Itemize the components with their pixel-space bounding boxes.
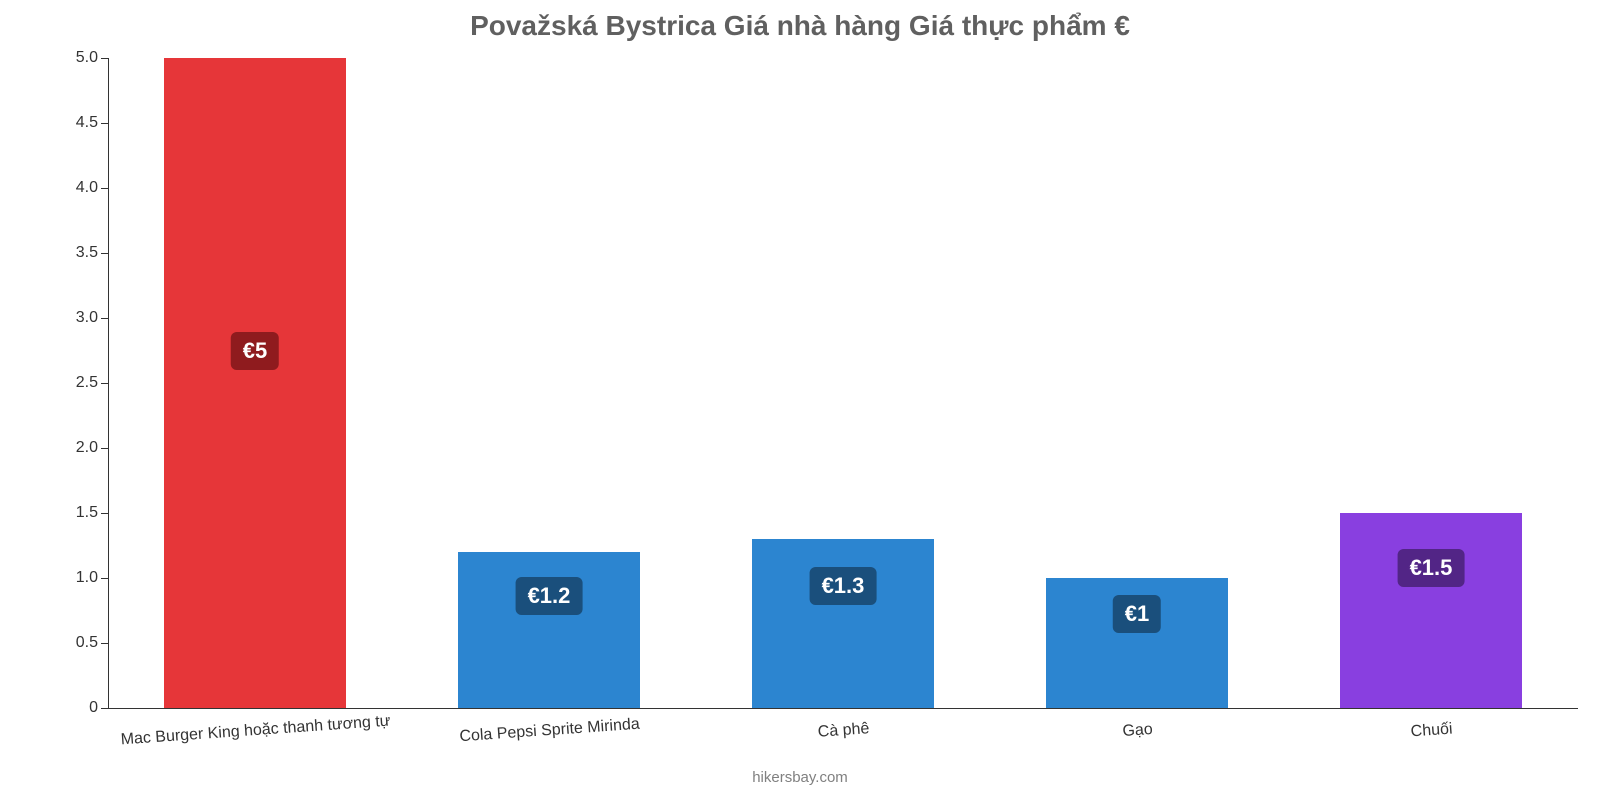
bar: €1.3 bbox=[752, 539, 934, 708]
x-category-label: Chuối bbox=[1410, 721, 1453, 742]
bar-value-badge: €1.5 bbox=[1398, 549, 1465, 587]
y-tick-label: 0.5 bbox=[38, 634, 98, 652]
bar-value-badge: €5 bbox=[231, 332, 279, 370]
y-tick-label: 2.5 bbox=[38, 374, 98, 392]
y-tick-label: 4.0 bbox=[38, 179, 98, 197]
bar: €1.2 bbox=[458, 552, 640, 708]
y-tick-mark bbox=[101, 318, 108, 319]
plot-area: 00.51.01.52.02.53.03.54.04.55.0€5Mac Bur… bbox=[108, 58, 1578, 708]
x-category-label: Mac Burger King hoặc thanh tương tự bbox=[120, 713, 391, 750]
x-category-label: Cola Pepsi Sprite Mirinda bbox=[459, 716, 640, 747]
bar-value-badge: €1 bbox=[1113, 595, 1161, 633]
bar: €5 bbox=[164, 58, 346, 708]
y-tick-mark bbox=[101, 383, 108, 384]
bar: €1 bbox=[1046, 578, 1228, 708]
y-tick-label: 2.0 bbox=[38, 439, 98, 457]
y-tick-label: 3.0 bbox=[38, 309, 98, 327]
y-tick-label: 0 bbox=[38, 699, 98, 717]
y-tick-mark bbox=[101, 708, 108, 709]
chart-title: Považská Bystrica Giá nhà hàng Giá thực … bbox=[0, 10, 1600, 42]
y-tick-label: 1.5 bbox=[38, 504, 98, 522]
y-tick-mark bbox=[101, 448, 108, 449]
y-tick-mark bbox=[101, 58, 108, 59]
x-category-label: Cà phê bbox=[817, 720, 870, 742]
y-tick-mark bbox=[101, 513, 108, 514]
y-tick-mark bbox=[101, 253, 108, 254]
y-tick-mark bbox=[101, 578, 108, 579]
price-bar-chart: Považská Bystrica Giá nhà hàng Giá thực … bbox=[0, 0, 1600, 800]
y-tick-mark bbox=[101, 643, 108, 644]
x-category-label: Gạo bbox=[1122, 721, 1153, 741]
bar-value-badge: €1.3 bbox=[810, 567, 877, 605]
bar: €1.5 bbox=[1340, 513, 1522, 708]
y-tick-label: 5.0 bbox=[38, 49, 98, 67]
y-tick-label: 1.0 bbox=[38, 569, 98, 587]
source-label: hikersbay.com bbox=[0, 769, 1600, 786]
y-tick-label: 3.5 bbox=[38, 244, 98, 262]
y-axis-line bbox=[108, 58, 109, 708]
x-axis-line bbox=[108, 708, 1578, 709]
y-tick-mark bbox=[101, 123, 108, 124]
bar-value-badge: €1.2 bbox=[516, 577, 583, 615]
y-tick-mark bbox=[101, 188, 108, 189]
y-tick-label: 4.5 bbox=[38, 114, 98, 132]
